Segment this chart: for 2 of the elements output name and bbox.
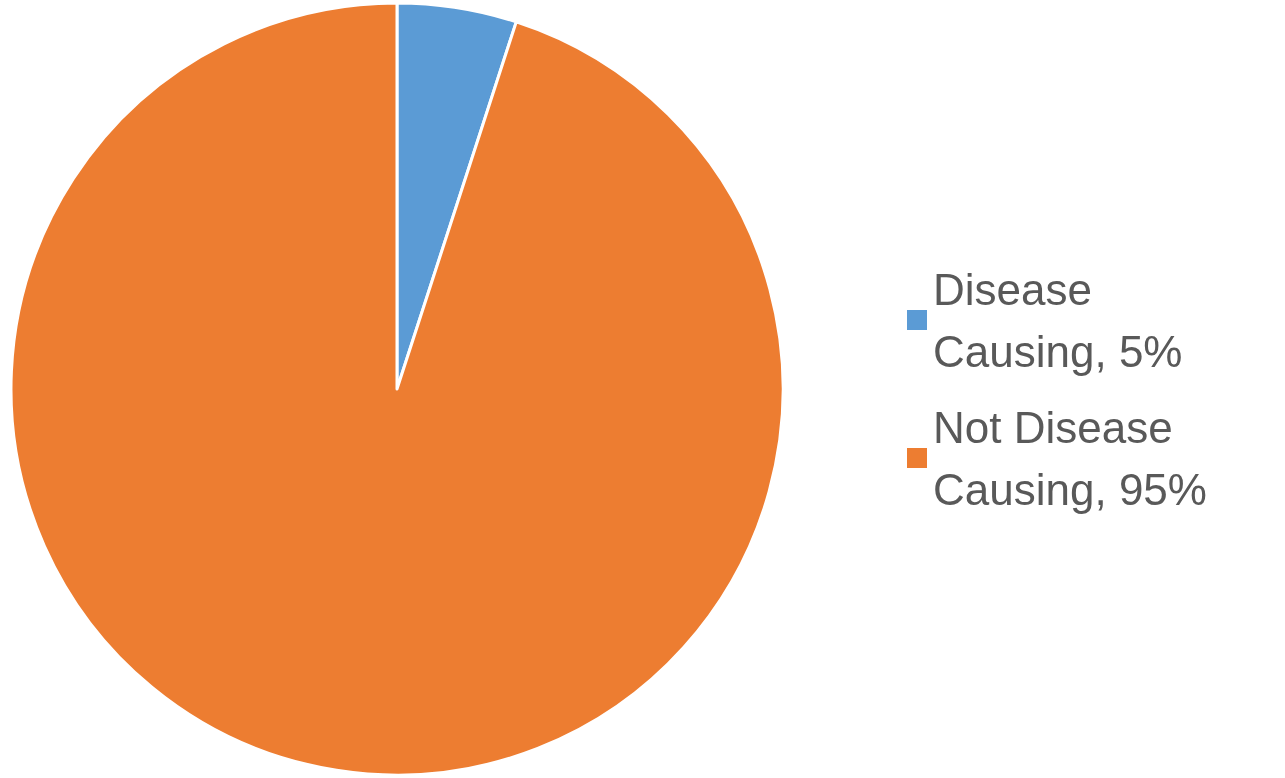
legend-label: Not Disease Causing, 95% bbox=[933, 402, 1207, 514]
legend-label: Disease Causing, 5% bbox=[933, 264, 1183, 376]
